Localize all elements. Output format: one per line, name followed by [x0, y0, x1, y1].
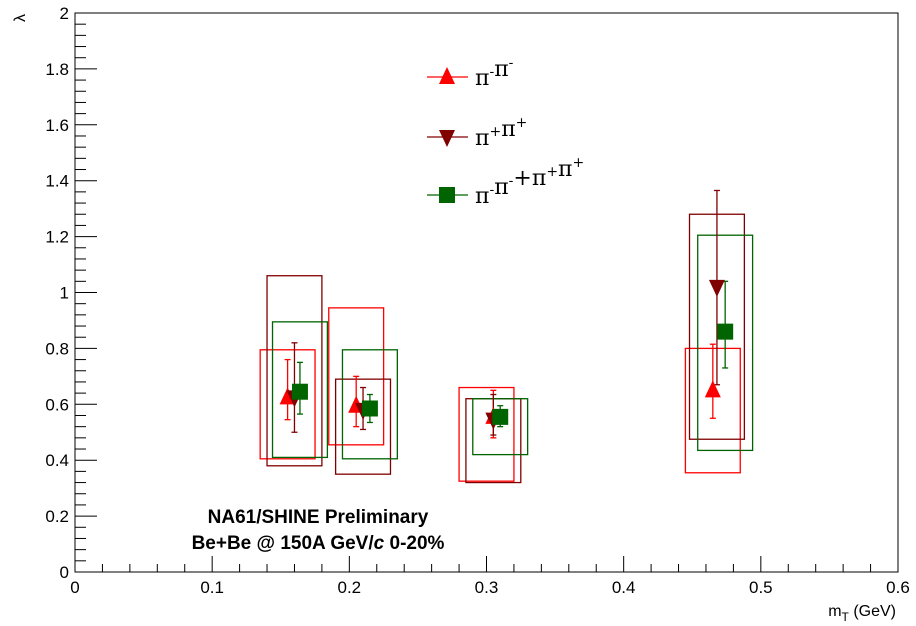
legend-superscript: -	[509, 173, 514, 189]
legend-text-part: π	[475, 66, 489, 91]
legend-label: π-π-+π+π+	[475, 155, 584, 209]
data-point	[492, 408, 509, 425]
sys-box	[458, 386, 515, 482]
legend-superscript: +	[546, 164, 558, 180]
sys-box	[271, 321, 329, 459]
y-tick-label: 1.4	[45, 172, 69, 191]
data-point	[717, 323, 734, 340]
sys-box	[472, 398, 529, 456]
legend-label: π+π+	[475, 115, 527, 151]
legend-text-part: π	[475, 126, 489, 151]
x-tick-label: 0	[70, 578, 79, 597]
y-tick-label: 0.4	[45, 451, 69, 470]
sys-box	[334, 378, 392, 475]
legend-marker	[439, 67, 455, 84]
x-axis-title-unit: (GeV)	[849, 603, 896, 620]
legend-superscript: +	[516, 115, 528, 131]
y-tick-label: 1	[60, 284, 69, 303]
legend-marker	[439, 187, 455, 203]
sys-box	[341, 349, 398, 460]
annotation-part: c	[374, 533, 385, 554]
y-tick-label: 1.2	[45, 228, 69, 247]
data-point	[291, 383, 308, 400]
legend-label: π-π-	[475, 55, 514, 91]
legend-text-part: π	[501, 117, 515, 142]
x-tick-label: 0.2	[338, 578, 362, 597]
y-tick-label: 0.2	[45, 507, 69, 526]
y-tick-label: 0	[60, 563, 69, 582]
x-tick-label: 0.6	[886, 578, 910, 597]
x-axis-title: mT (GeV)	[828, 603, 896, 624]
legend-text-part: π	[558, 157, 572, 182]
x-tick-label: 0.1	[200, 578, 224, 597]
data-point	[704, 380, 721, 398]
y-tick-label: 2	[60, 4, 69, 23]
x-axis-title-sub: T	[842, 610, 850, 624]
y-tick-label: 1.8	[45, 60, 69, 79]
y-tick-label: 0.8	[45, 339, 69, 358]
legend-superscript: +	[573, 155, 585, 171]
annotation-part: Be+Be @ 150A GeV/	[192, 533, 375, 554]
x-tick-label: 0.4	[612, 578, 636, 597]
legend-superscript: +	[489, 124, 501, 140]
annotation-line-2: Be+Be @ 150A GeV/c 0-20%	[192, 533, 445, 554]
data-point	[708, 279, 725, 297]
legend-superscript: -	[489, 182, 494, 198]
legend-text-part: π	[494, 175, 508, 200]
legend-superscript: -	[489, 64, 494, 80]
legend-marker	[439, 130, 455, 147]
legend-text-part: π	[475, 184, 489, 209]
y-axis-title: λ	[12, 14, 29, 22]
annotation-part: 0-20%	[384, 533, 444, 554]
legend-text-part: π	[494, 57, 508, 82]
data-point	[361, 400, 378, 417]
x-tick-label: 0.3	[475, 578, 499, 597]
legend-text-part: +π	[513, 166, 546, 191]
y-tick-label: 0.6	[45, 395, 69, 414]
x-axis-title-main: m	[828, 603, 841, 620]
plot-frame	[74, 12, 899, 573]
sys-box	[259, 349, 316, 460]
sys-box	[697, 234, 754, 452]
legend-superscript: -	[509, 55, 514, 71]
sys-box	[328, 307, 385, 446]
sys-box	[266, 275, 323, 467]
y-tick-label: 1.6	[45, 116, 69, 135]
x-tick-label: 0.5	[749, 578, 773, 597]
annotation-line-1: NA61/SHINE Preliminary	[208, 507, 429, 528]
